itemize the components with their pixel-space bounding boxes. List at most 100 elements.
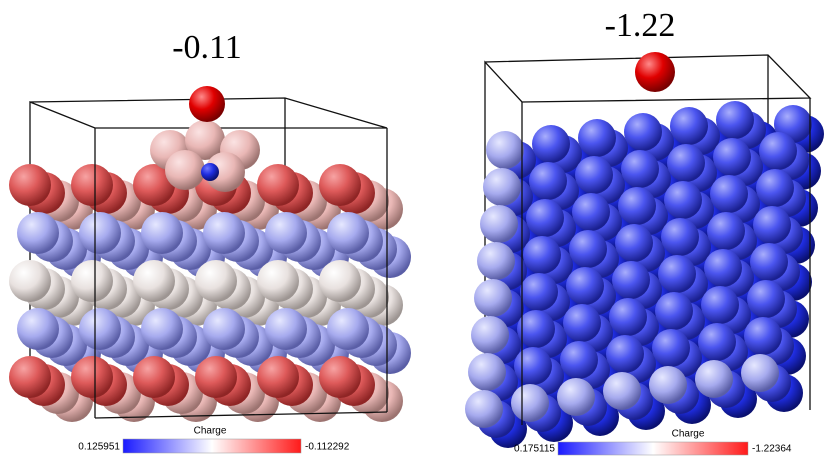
atom [17,308,59,350]
panel-title: -0.11 [172,29,242,66]
atom [165,150,205,190]
atom [747,280,785,318]
atom [477,242,515,280]
atom [483,168,521,206]
atom [661,218,699,256]
atom [575,156,613,194]
atom [578,119,616,157]
colorbar-min: 0.125951 [78,442,120,453]
atom [704,249,742,287]
atom [257,356,299,398]
atom [195,356,237,398]
panel-title: -1.22 [605,7,676,44]
atom [511,384,549,422]
atom [319,356,361,398]
atom [201,163,219,181]
atom [465,390,503,428]
atom [635,52,675,92]
atom [569,230,607,268]
atom [655,292,693,330]
atom [203,212,245,254]
atom [713,138,751,176]
atom [257,164,299,206]
atom [265,212,307,254]
atom [195,260,237,302]
atom [670,107,708,145]
atom [133,260,175,302]
atom [9,260,51,302]
atom [71,164,113,206]
atom [471,316,509,354]
atom [707,212,745,250]
atom [667,144,705,182]
atom [606,335,644,373]
colorbar-max: -0.112292 [305,442,350,453]
atom [572,193,610,231]
atom [517,310,555,348]
atom [664,181,702,219]
colorbar-label: Charge [194,426,227,437]
atom [526,199,564,237]
atom [658,255,696,293]
atom [71,260,113,302]
atom [520,273,558,311]
atom [566,267,604,305]
atom [189,86,225,122]
atom [710,175,748,213]
atom [615,224,653,262]
atom [750,243,788,281]
atom [652,329,690,367]
atom [327,308,369,350]
left-atoms [9,86,411,422]
atom [79,212,121,254]
colorbar-max: -1.22364 [752,444,792,455]
colorbar: Charge 0.125951 -0.112292 [78,426,349,453]
atom [618,187,656,225]
atom [9,164,51,206]
colorbar-label: Charge [672,429,705,440]
colorbar-scale [558,442,748,455]
atom [624,113,662,151]
atom [141,308,183,350]
atom [486,131,524,169]
colorbar-scale [123,439,301,453]
atom [319,260,361,302]
right-atoms [465,52,824,448]
atom [649,366,687,404]
atom [327,212,369,254]
atom [532,125,570,163]
atom [319,164,361,206]
atom [474,279,512,317]
atom [557,378,595,416]
atom [621,150,659,188]
atom [560,341,598,379]
atom [480,205,518,243]
atom [265,308,307,350]
atom [741,354,779,392]
atom [79,308,121,350]
atom [698,323,736,361]
atom [514,347,552,385]
atom [609,298,647,336]
atom [603,372,641,410]
atom [71,356,113,398]
colorbar-min: 0.175115 [514,444,555,455]
atom [133,356,175,398]
atom [17,212,59,254]
atom [9,356,51,398]
atom [563,304,601,342]
atom [141,212,183,254]
atom [203,308,245,350]
atom [744,317,782,355]
atom [756,169,794,207]
atom [759,132,797,170]
atom [523,236,561,274]
figure: -0.11 -1.22 Charge 0.125951 -0.112292 Ch… [0,0,827,457]
atom [753,206,791,244]
atom [716,101,754,139]
atom [701,286,739,324]
atom [612,261,650,299]
atom [468,353,506,391]
atom [695,360,733,398]
atom [529,162,567,200]
